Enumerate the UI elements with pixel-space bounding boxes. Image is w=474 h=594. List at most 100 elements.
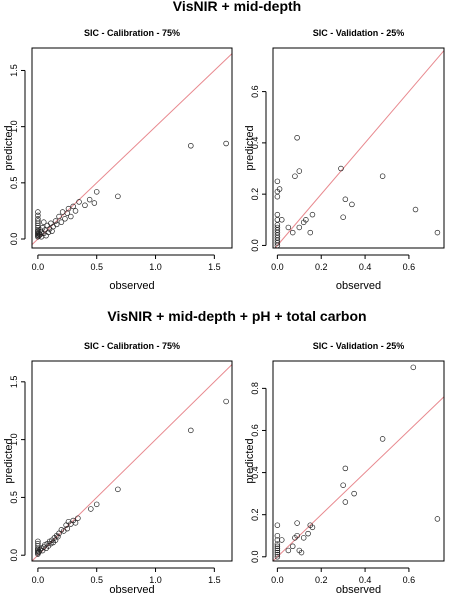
identity-line — [31, 53, 233, 245]
data-point — [379, 436, 386, 442]
x-tick-label: 0.0 — [271, 575, 284, 585]
y-axis-label: predicted — [3, 438, 15, 483]
identity-line — [274, 50, 445, 249]
data-point — [48, 220, 54, 227]
y-tick-label: 0.2 — [250, 508, 260, 521]
plot-frame — [272, 47, 445, 249]
chart-title: SIC - Validation - 25% — [313, 28, 405, 38]
x-tick-label: 0.2 — [315, 262, 328, 272]
identity-line — [272, 396, 445, 562]
y-axis-label: predicted — [244, 125, 256, 170]
x-tick-label: 0.4 — [359, 262, 372, 272]
x-tick-label: 0.6 — [403, 575, 416, 585]
data-point — [294, 134, 300, 141]
data-point — [44, 222, 51, 229]
data-point — [93, 501, 100, 508]
data-point — [285, 224, 292, 231]
data-point — [45, 229, 52, 236]
data-point — [289, 543, 296, 550]
data-point — [93, 189, 100, 195]
data-point — [434, 229, 441, 236]
data-point — [91, 200, 98, 206]
data-point — [279, 217, 285, 223]
data-point — [342, 465, 349, 472]
data-point — [349, 201, 355, 208]
data-point — [300, 535, 307, 541]
section-title-2: VisNIR + mid-depth + pH + total carbon — [107, 308, 367, 324]
data-point — [379, 173, 386, 179]
chart-panel-3: SIC - Calibration - 75% 0.0 0.5 1.0 1.5 obser… — [3, 341, 233, 594]
data-point — [303, 217, 309, 223]
plot-frame — [272, 360, 445, 562]
data-point — [294, 520, 300, 526]
data-point — [41, 219, 47, 225]
x-tick-label: 0.6 — [403, 262, 416, 272]
data-point — [86, 196, 93, 203]
data-point — [274, 549, 281, 556]
data-point — [56, 213, 62, 220]
x-tick-label: 1.5 — [208, 575, 221, 585]
data-point — [289, 229, 296, 236]
y-axis-label: predicted — [3, 125, 15, 170]
x-tick-label: 1.0 — [149, 575, 162, 585]
data-point — [75, 515, 81, 521]
y-tick-label: 1.5 — [9, 64, 19, 77]
y-tick-label: 0.5 — [9, 491, 19, 504]
data-point — [35, 218, 41, 224]
data-point — [72, 520, 79, 526]
data-point — [55, 533, 61, 540]
x-tick-label: 1.5 — [208, 262, 221, 272]
data-point — [35, 216, 41, 222]
y-tick-label: 0.6 — [250, 424, 260, 437]
data-point — [434, 516, 441, 522]
chart-panel-4: SIC - Validation - 25% 0.0 0.2 0.4 0.6 observ… — [244, 341, 445, 594]
y-tick-label: 0.0 — [9, 233, 19, 246]
data-point — [35, 209, 41, 215]
x-tick-label: 0.4 — [359, 575, 372, 585]
data-point — [294, 532, 300, 539]
data-point — [298, 549, 305, 556]
data-point — [53, 221, 60, 228]
data-point — [65, 205, 72, 212]
data-point — [62, 216, 68, 222]
chart-title: SIC - Calibration - 75% — [84, 341, 180, 351]
chart-title: SIC - Calibration - 75% — [84, 28, 180, 38]
x-tick-label: 0.5 — [90, 575, 103, 585]
data-point — [274, 551, 281, 558]
data-point — [35, 212, 41, 219]
data-point — [276, 186, 283, 192]
data-point — [35, 540, 41, 547]
data-point — [223, 140, 229, 147]
data-point — [115, 193, 121, 200]
y-tick-label: 0.0 — [9, 549, 19, 562]
data-point — [412, 206, 419, 213]
x-axis-label: observed — [336, 584, 381, 594]
data-point — [309, 524, 316, 531]
data-point — [274, 522, 281, 528]
data-point — [35, 538, 41, 545]
data-point — [274, 193, 281, 200]
data-point — [115, 486, 121, 493]
data-point — [188, 143, 194, 149]
x-tick-label: 0.0 — [32, 262, 45, 272]
data-point — [52, 218, 59, 224]
data-point — [274, 537, 281, 543]
data-point — [410, 364, 417, 371]
data-point — [70, 203, 76, 210]
x-tick-label: 0.0 — [271, 262, 284, 272]
data-point — [342, 196, 349, 203]
chart-panel-2: SIC - Validation - 25% 0.0 0.2 0.4 0.6 observ… — [244, 28, 445, 292]
y-tick-label: 1.5 — [9, 376, 19, 389]
data-point — [274, 545, 281, 552]
x-tick-label: 1.0 — [149, 262, 162, 272]
y-tick-label: 1.0 — [9, 120, 19, 133]
data-point — [223, 398, 229, 405]
data-point — [68, 213, 74, 220]
y-tick-label: 0.6 — [250, 85, 260, 98]
data-point — [338, 165, 344, 172]
data-point — [274, 541, 281, 547]
data-point — [292, 173, 298, 179]
data-point — [340, 214, 346, 220]
data-point — [64, 525, 71, 532]
